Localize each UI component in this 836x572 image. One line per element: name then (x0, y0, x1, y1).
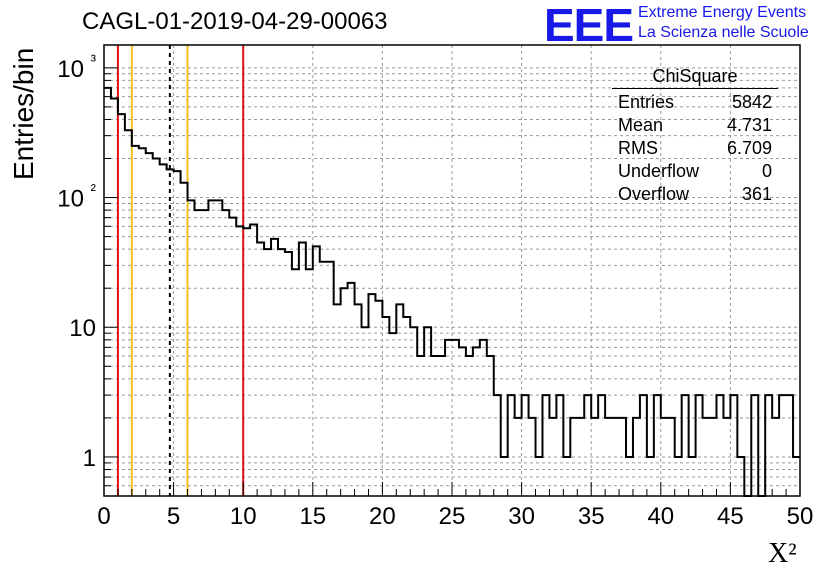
stats-value: 4.731 (726, 115, 772, 135)
stats-box: ChiSquare Entries 5842 Mean 4.731 RMS 6.… (612, 66, 778, 206)
plot-title: CAGL-01-2019-04-29-00063 (82, 8, 388, 35)
stats-row: Mean 4.731 (612, 114, 778, 137)
stats-row: Overflow 361 (612, 183, 778, 206)
x-tick-label: 15 (299, 503, 326, 530)
y-axis-label: Entries/bin (8, 47, 39, 180)
y-tick-label: 1 (83, 445, 96, 472)
stats-label: Overflow (618, 184, 690, 204)
histogram-step-line (104, 86, 800, 497)
y-tick-exponent: ² (91, 183, 97, 200)
stats-row: RMS 6.709 (612, 137, 778, 160)
x-tick-label: 50 (787, 503, 814, 530)
brand-line-1: Extreme Energy Events (638, 4, 807, 21)
y-tick-label: 10 (69, 315, 96, 342)
x-tick-label: 25 (439, 503, 466, 530)
stats-value: 6.709 (726, 138, 772, 158)
stats-title: ChiSquare (612, 66, 778, 89)
x-tick-label: 40 (647, 503, 674, 530)
stats-label: Entries (618, 92, 675, 112)
x-tick-label: 0 (97, 503, 110, 530)
stats-row: Entries 5842 (612, 91, 778, 114)
eee-logo: EEE (544, 0, 634, 51)
x-tick-label: 10 (230, 503, 257, 530)
x-tick-label: 5 (167, 503, 180, 530)
y-tick-label: 10 (57, 56, 84, 83)
y-tick-label: 10 (57, 186, 84, 213)
x-axis-ticks: 0 5 10 15 20 25 30 35 40 45 50 (97, 482, 813, 530)
stats-label: RMS (618, 138, 658, 158)
x-tick-label: 35 (578, 503, 605, 530)
stats-row: Underflow 0 (612, 160, 778, 183)
x-tick-label: 45 (717, 503, 744, 530)
reference-lines (116, 45, 245, 496)
x-tick-label: 30 (508, 503, 535, 530)
grid-lines (104, 45, 800, 496)
y-axis-ticks: 1 10 10 ² 10 ³ (57, 53, 118, 497)
stats-value: 361 (741, 184, 772, 204)
x-tick-label: 20 (369, 503, 396, 530)
stats-label: Underflow (618, 161, 700, 181)
stats-value: 5842 (731, 92, 772, 112)
y-tick-exponent: ³ (91, 53, 97, 70)
stats-label: Mean (618, 115, 664, 135)
x-axis-label: X² (768, 538, 797, 569)
stats-value: 0 (761, 161, 772, 181)
brand-line-2: La Scienza nelle Scuole (638, 24, 809, 41)
